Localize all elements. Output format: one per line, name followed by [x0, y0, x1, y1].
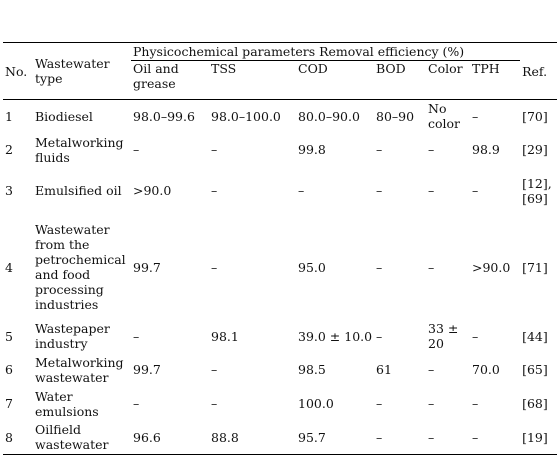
- table-cell: –: [472, 396, 479, 411]
- table-row: 2 Metalworking fluids – –99.8– –98.9 [29]: [3, 132, 557, 167]
- table-cell: 98.0–100.0: [211, 108, 281, 124]
- table-cell: 5: [5, 328, 13, 344]
- table-row: 3 Emulsified oil >90.0 – – – – – [12], [69]: [3, 167, 557, 214]
- table-cell: –: [376, 259, 383, 275]
- table-cell: 1: [5, 108, 13, 124]
- table-cell: Wastepaper industry: [35, 321, 110, 351]
- table-cell: –: [298, 183, 305, 198]
- table-cell: 39.0 ± 10.0: [298, 328, 373, 344]
- table-cell: >90.0: [472, 259, 511, 275]
- table-cell: 95.0: [298, 259, 326, 275]
- header-param: Color: [426, 60, 470, 100]
- table-cell: –: [428, 183, 435, 198]
- table-cell: 4: [5, 259, 13, 275]
- table-row: 6 Metalworking wastewater 99.7 – 98.5 61 – 70.0…: [3, 352, 557, 387]
- header-cell: Wastewater type: [33, 42, 131, 100]
- table-cell: [44]: [522, 328, 548, 344]
- table-row: 8 Oilfield wastewater 96.6 88.8 95.7– – – [19]: [3, 420, 558, 455]
- table-cell: Metalworking wastewater: [35, 354, 124, 385]
- table-row: 5 Wastepaper industry –98.1 39.0 ± 10.0–33 …: [3, 320, 557, 352]
- table-cell: >90.0: [133, 183, 172, 198]
- header-param: TPH: [470, 60, 521, 100]
- header-group: Physicochemical parameters Removal effic…: [131, 42, 521, 61]
- table-cell: Emulsified oil: [35, 183, 122, 198]
- table-cell: –: [374, 420, 426, 455]
- table-cell: 99.7: [133, 259, 161, 275]
- table-cell: –: [376, 183, 383, 198]
- table-cell: 8: [3, 420, 33, 455]
- table-cell: [29]: [522, 142, 548, 157]
- table-row: 1 Biodiesel 98.0–99.6 98.0–100.0 80.0–90.0 80…: [3, 100, 557, 133]
- table-cell: [70]: [522, 108, 548, 124]
- table-cell: Oilfield wastewater: [33, 420, 131, 455]
- table-cell: 96.6: [131, 420, 209, 455]
- table-cell: 98.0–99.6: [133, 108, 195, 124]
- table-cell: 2: [5, 142, 13, 157]
- table-cell: No color: [428, 101, 461, 131]
- table-cell: –: [428, 362, 435, 377]
- table-cell: 80–90: [376, 108, 415, 124]
- table-cell: –: [133, 142, 140, 157]
- table-cell: 98.1: [211, 328, 239, 344]
- table-cell: 95.7: [296, 420, 374, 455]
- table-cell: 61: [376, 362, 392, 377]
- table-cell: Water emulsions: [35, 388, 99, 419]
- table-cell: 33 ± 20: [428, 321, 459, 351]
- table-row: 7 Water emulsions – – 100.0 – – – [68]: [3, 387, 557, 420]
- table-cell: –: [211, 142, 218, 157]
- table-cell: 80.0–90.0: [298, 108, 360, 124]
- table-cell: 88.8: [209, 420, 296, 455]
- table-cell: –: [376, 396, 383, 411]
- table-cell: –: [472, 108, 479, 124]
- table-cell: –: [428, 396, 435, 411]
- table-cell: [65]: [522, 362, 548, 377]
- table-cell: –: [211, 396, 218, 411]
- table: No. Wastewater type Physicochemical para…: [3, 42, 558, 455]
- table-cell: 6: [5, 362, 13, 377]
- header-param: COD: [296, 60, 374, 100]
- table-cell: 99.8: [298, 142, 326, 157]
- table-cell: –: [426, 420, 470, 455]
- header-cell: Ref.: [520, 42, 558, 100]
- table-cell: –: [376, 142, 383, 157]
- table-cell: Biodiesel: [35, 108, 93, 124]
- table-cell: Wastewater from the petrochemical and fo…: [35, 222, 126, 312]
- table-cell: –: [376, 328, 383, 344]
- table-cell: [19]: [520, 420, 558, 455]
- table-cell: –: [470, 420, 521, 455]
- table-cell: 3: [5, 183, 13, 198]
- header-param: Oil and grease: [131, 60, 209, 100]
- table-cell: –: [211, 183, 218, 198]
- table-cell: –: [211, 362, 218, 377]
- table-cell: –: [211, 259, 218, 275]
- table-cell: 98.9: [472, 142, 500, 157]
- table-cell: –: [428, 142, 435, 157]
- table-cell: 7: [5, 396, 13, 411]
- table-cell: [68]: [522, 396, 548, 411]
- table-cell: [12], [69]: [522, 175, 552, 206]
- header-param: TSS: [209, 60, 296, 100]
- table-cell: [71]: [522, 259, 548, 275]
- table-cell: 70.0: [472, 362, 500, 377]
- table-cell: Metalworking fluids: [35, 134, 124, 165]
- table-cell: –: [133, 328, 140, 344]
- table-cell: 99.7: [133, 362, 161, 377]
- table-cell: 100.0: [298, 396, 334, 411]
- table-cell: –: [472, 183, 479, 198]
- header-param: BOD: [374, 60, 426, 100]
- table-row: 4 Wastewater from the petrochemical and f…: [3, 214, 557, 320]
- table-cell: –: [472, 328, 479, 344]
- table-cell: –: [133, 396, 140, 411]
- table-cell: –: [428, 259, 435, 275]
- table-cell: 98.5: [298, 362, 326, 377]
- header-cell: No.: [3, 42, 33, 100]
